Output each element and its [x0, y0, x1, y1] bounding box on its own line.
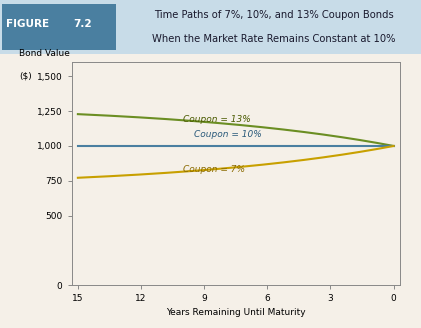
Text: When the Market Rate Remains Constant at 10%: When the Market Rate Remains Constant at…: [152, 34, 395, 44]
Text: Time Paths of 7%, 10%, and 13% Coupon Bonds: Time Paths of 7%, 10%, and 13% Coupon Bo…: [154, 10, 394, 20]
X-axis label: Years Remaining Until Maturity: Years Remaining Until Maturity: [166, 308, 306, 317]
FancyBboxPatch shape: [2, 4, 116, 50]
Text: ($): ($): [19, 71, 32, 80]
Text: FIGURE: FIGURE: [6, 19, 49, 29]
Text: Coupon = 7%: Coupon = 7%: [183, 165, 245, 174]
Text: Coupon = 10%: Coupon = 10%: [194, 130, 261, 139]
FancyBboxPatch shape: [0, 0, 421, 54]
Text: Coupon = 13%: Coupon = 13%: [183, 114, 251, 124]
Text: 7.2: 7.2: [74, 19, 92, 29]
Text: Bond Value: Bond Value: [19, 49, 70, 58]
